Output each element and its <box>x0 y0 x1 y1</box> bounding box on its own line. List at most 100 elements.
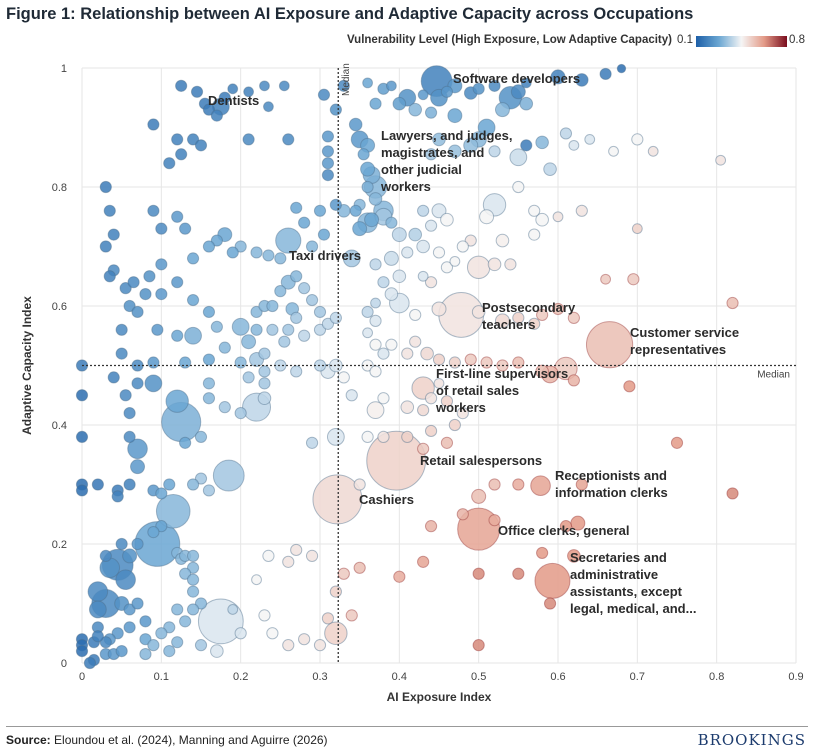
data-point <box>305 436 319 449</box>
data-point <box>163 621 176 634</box>
data-point <box>567 374 580 387</box>
data-point <box>165 389 189 413</box>
data-point <box>509 148 528 167</box>
data-point <box>329 103 342 116</box>
data-point <box>163 157 176 170</box>
data-point <box>263 101 274 113</box>
data-point <box>305 549 319 563</box>
data-point <box>155 627 168 640</box>
data-point <box>175 79 188 92</box>
data-point <box>392 96 407 111</box>
data-point <box>494 102 510 118</box>
data-point <box>226 246 239 259</box>
data-point <box>479 209 495 225</box>
data-point <box>107 371 120 384</box>
annotation-label: Lawyers, and judges, magistrates, and othe… <box>380 128 513 194</box>
data-point <box>488 514 501 527</box>
data-point <box>119 282 132 295</box>
data-point <box>670 436 684 449</box>
data-point <box>171 276 184 289</box>
data-point <box>377 276 390 289</box>
data-point <box>349 204 362 217</box>
data-point <box>242 371 255 384</box>
annotation-label: Postsecondary teachers <box>482 300 576 332</box>
data-point <box>87 581 109 602</box>
data-point <box>186 133 200 146</box>
data-point <box>139 288 152 301</box>
data-point <box>416 239 430 254</box>
data-point <box>726 296 739 310</box>
y-tick-label: 0 <box>61 658 67 670</box>
data-point <box>75 389 89 402</box>
data-point <box>186 293 200 307</box>
data-point <box>408 227 423 242</box>
data-point <box>477 118 496 137</box>
data-point <box>290 543 303 557</box>
data-point <box>329 311 342 324</box>
data-point <box>202 103 216 116</box>
data-point <box>186 603 200 616</box>
data-point <box>262 549 275 563</box>
data-point <box>262 249 275 262</box>
data-point <box>631 223 643 235</box>
data-point <box>282 323 295 336</box>
data-point <box>321 612 335 625</box>
data-point <box>171 636 184 649</box>
data-point <box>123 299 136 313</box>
data-point <box>107 228 120 241</box>
legend-max-value: 0.8 <box>789 34 805 46</box>
data-point <box>258 377 271 390</box>
x-tick-label: 0.6 <box>550 671 565 683</box>
data-point <box>234 356 247 369</box>
x-tick-label: 0.1 <box>154 671 169 683</box>
data-point <box>305 240 319 253</box>
data-point <box>623 380 636 393</box>
data-point <box>266 299 279 313</box>
data-point <box>520 77 532 89</box>
y-tick-label: 1 <box>61 63 67 75</box>
data-point <box>258 347 271 360</box>
data-point <box>171 603 184 616</box>
data-point <box>408 102 423 117</box>
data-point <box>471 488 487 504</box>
data-point <box>519 96 534 111</box>
scatter-plot: 0 0.1 0.2 0.3 0.4 0.5 0.6 0.7 0.8 0.9 0 0.2 0.4 0.6 0.… <box>20 63 804 704</box>
data-point <box>726 487 739 500</box>
data-point <box>348 117 363 132</box>
data-point <box>147 204 160 217</box>
data-point <box>409 308 422 322</box>
data-point <box>234 240 247 253</box>
data-point <box>186 478 200 491</box>
data-point <box>210 644 224 658</box>
data-point <box>250 323 263 336</box>
data-point <box>75 430 89 443</box>
data-point <box>550 69 566 85</box>
data-point <box>218 91 231 104</box>
data-point <box>377 430 390 443</box>
data-point <box>432 246 446 259</box>
data-point <box>258 609 271 622</box>
data-point <box>364 212 380 228</box>
data-point <box>127 438 148 460</box>
data-point <box>431 203 447 219</box>
data-point <box>123 621 136 634</box>
data-point <box>510 84 526 100</box>
data-point <box>321 169 335 182</box>
data-point <box>369 314 382 327</box>
data-point <box>575 478 588 491</box>
data-point <box>512 478 525 491</box>
data-point <box>155 493 191 529</box>
data-point <box>317 228 331 241</box>
data-point <box>535 212 549 227</box>
data-point <box>282 555 295 568</box>
data-point <box>202 392 216 405</box>
data-point <box>131 359 144 372</box>
data-point <box>218 401 231 414</box>
data-point <box>139 615 152 628</box>
data-point <box>456 240 469 253</box>
data-point <box>313 204 327 217</box>
data-point <box>171 133 184 146</box>
data-point <box>163 645 176 658</box>
data-point <box>567 549 581 563</box>
data-point <box>385 216 398 229</box>
